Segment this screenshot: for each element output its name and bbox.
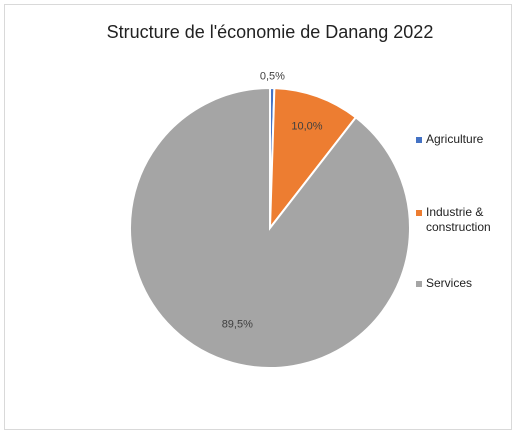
legend-swatch-agriculture — [416, 137, 422, 143]
legend-swatch-industrie — [416, 210, 422, 216]
pie-slice-services — [129, 86, 411, 369]
data-label-services: 89,5% — [222, 318, 253, 330]
legend-label-industrie-line1: Industrie & — [426, 205, 484, 219]
data-label-industrie: 10,0% — [291, 120, 322, 132]
legend-swatch-services — [416, 281, 422, 287]
chart-title: Structure de l'économie de Danang 2022 — [106, 22, 434, 42]
legend-label-industrie-line2: construction — [426, 220, 491, 234]
pie-slice-industrie — [268, 87, 358, 232]
legend-label-services: Services — [426, 276, 473, 290]
legend-label-agriculture: Agriculture — [426, 132, 484, 146]
data-label-agriculture: 0,5% — [260, 70, 285, 82]
